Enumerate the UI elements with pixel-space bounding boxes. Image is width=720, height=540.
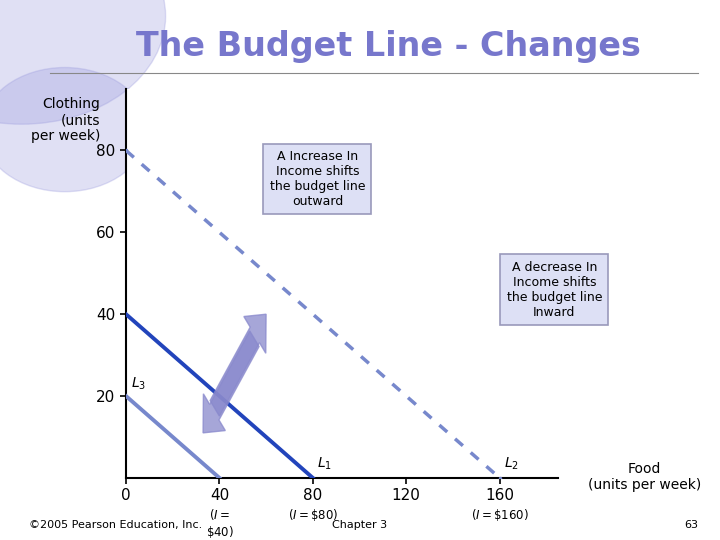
Text: Clothing
(units
per week): Clothing (units per week) xyxy=(31,97,100,143)
Text: Chapter 3: Chapter 3 xyxy=(333,520,387,530)
Text: $(I = \$160)$: $(I = \$160)$ xyxy=(471,507,528,523)
FancyArrow shape xyxy=(203,331,259,433)
Text: $L_2$: $L_2$ xyxy=(504,455,519,472)
Text: $(I = \$80)$: $(I = \$80)$ xyxy=(287,507,338,523)
Text: A decrease In
Income shifts
the budget line
Inward: A decrease In Income shifts the budget l… xyxy=(507,261,602,319)
Text: $(I =$
$\$40)$: $(I =$ $\$40)$ xyxy=(205,507,233,540)
Circle shape xyxy=(0,0,166,124)
Text: $L_3$: $L_3$ xyxy=(130,375,145,392)
Text: 63: 63 xyxy=(685,520,698,530)
Text: The Budget Line - Changes: The Budget Line - Changes xyxy=(136,30,642,63)
Circle shape xyxy=(0,68,148,192)
Text: $L_1$: $L_1$ xyxy=(318,455,333,472)
FancyArrow shape xyxy=(210,314,266,416)
Text: ©2005 Pearson Education, Inc.: ©2005 Pearson Education, Inc. xyxy=(29,520,202,530)
Text: Food
(units per week): Food (units per week) xyxy=(588,462,701,492)
Text: A Increase In
Income shifts
the budget line
outward: A Increase In Income shifts the budget l… xyxy=(270,150,365,208)
